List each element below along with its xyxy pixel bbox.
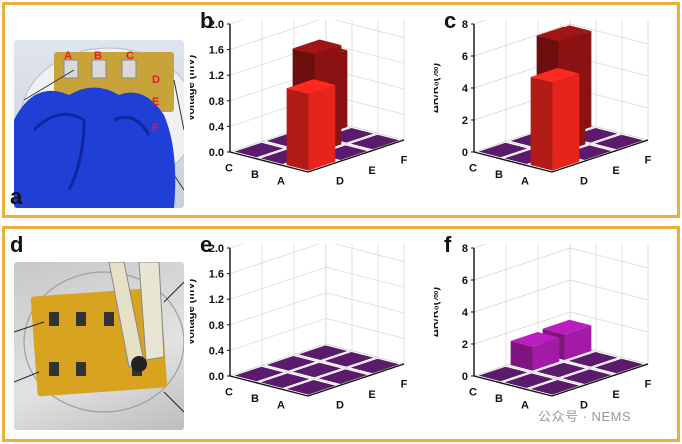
chart-f: 0 2 4 6 8 ΔR/R₀(‰) A B C D E F bbox=[434, 244, 652, 412]
chart-e-ztick-label-3: 1.2 bbox=[209, 294, 224, 306]
chart-e-bar-AD bbox=[286, 380, 336, 395]
chart-e-ztick-label-1: 0.4 bbox=[209, 345, 225, 357]
top-panel-frame bbox=[2, 2, 680, 218]
chart-e: 0.0 0.4 0.8 1.2 1.6 2.0 Voltage (mV) A B C D E F bbox=[190, 244, 408, 412]
photo-d bbox=[14, 262, 184, 430]
chart-c-ztick-label-2: 4 bbox=[462, 83, 469, 95]
chart-b-ztick-label-5: 2.0 bbox=[209, 20, 224, 31]
chart-c-ylabel: ΔR/R₀(‰) bbox=[434, 63, 441, 113]
chart-f-ztick-label-3: 6 bbox=[462, 275, 468, 287]
chart-e-ycat-D: D bbox=[336, 400, 344, 412]
chart-f-ztick-label-0: 0 bbox=[462, 371, 468, 383]
chart-e-ztick-label-4: 1.6 bbox=[209, 269, 224, 281]
chart-b-xcat-B: B bbox=[251, 169, 259, 181]
chart-e-ycat-E: E bbox=[368, 389, 375, 401]
chart-b-ztick-label-3: 1.2 bbox=[209, 70, 224, 82]
chart-f-xcat-A: A bbox=[521, 400, 529, 412]
chart-f-ycat-F: F bbox=[645, 378, 652, 390]
pad-label-f: F bbox=[152, 122, 159, 134]
chart-e-ztick-label-5: 2.0 bbox=[209, 244, 224, 255]
chart-b-bar-AD bbox=[286, 79, 336, 171]
chart-c-ztick-label-4: 8 bbox=[462, 20, 468, 31]
chart-c-ycat-F: F bbox=[645, 154, 652, 166]
chart-b-ztick-label-2: 0.8 bbox=[209, 96, 224, 108]
chart-f-ylabel: ΔR/R₀(‰) bbox=[434, 287, 441, 337]
chart-e-bar-CF bbox=[298, 345, 348, 360]
chart-e-xcat-B: B bbox=[251, 393, 259, 405]
chart-e-ztick-label-2: 0.8 bbox=[209, 320, 224, 332]
chart-e-bar-BD bbox=[260, 373, 310, 388]
bottom-panel-frame bbox=[2, 226, 680, 442]
chart-b: 0.0 0.4 0.8 1.2 1.6 2.0 Voltage (mV) A B C D E F bbox=[190, 20, 408, 188]
chart-b-bar-CD bbox=[234, 142, 284, 158]
chart-f-xcat-C: C bbox=[469, 386, 477, 398]
chart-b-ztick-label-0: 0.0 bbox=[209, 147, 224, 159]
chart-f-ycat-E: E bbox=[612, 389, 619, 401]
chart-f-bar-BE bbox=[536, 362, 586, 378]
pad-label-a: A bbox=[64, 50, 72, 62]
chart-c-ycat-E: E bbox=[612, 165, 619, 177]
chart-f-bar-BD bbox=[504, 373, 554, 388]
chart-e-xcat-C: C bbox=[225, 386, 233, 398]
chart-c-ztick-label-0: 0 bbox=[462, 147, 468, 159]
chart-f-bar-AF bbox=[594, 358, 644, 374]
chart-e-ycat-F: F bbox=[401, 378, 408, 390]
chart-b-xcat-A: A bbox=[277, 176, 285, 188]
chart-f-bar-AD bbox=[530, 380, 580, 395]
chart-c-xcat-C: C bbox=[469, 162, 477, 174]
pad-label-d: D bbox=[152, 74, 160, 86]
chart-c-ztick-label-1: 2 bbox=[462, 115, 468, 127]
panel-label-e: e bbox=[200, 232, 213, 257]
chart-e-bar-CE bbox=[266, 356, 316, 371]
chart-b-ycat-F: F bbox=[401, 154, 408, 166]
pad-label-e: E bbox=[152, 96, 160, 108]
chart-b-ztick-label-1: 0.4 bbox=[209, 121, 225, 133]
panel-label-d: d bbox=[10, 232, 24, 257]
chart-b-bar-AF bbox=[350, 134, 400, 150]
chart-f-bar-BF bbox=[568, 352, 618, 367]
chart-b-xcat-C: C bbox=[225, 162, 233, 174]
chart-b-ylabel: Voltage (mV) bbox=[190, 54, 197, 121]
chart-e-axes: 0.0 0.4 0.8 1.2 1.6 2.0 Voltage (mV) A B C D E F bbox=[190, 244, 408, 412]
chart-f-ztick-label-1: 2 bbox=[462, 339, 468, 351]
chart-e-ylabel: Voltage (mV) bbox=[190, 278, 197, 345]
pad-label-b: B bbox=[94, 50, 102, 62]
pad-label-c: C bbox=[126, 50, 134, 62]
panel-label-c: c bbox=[444, 8, 457, 33]
chart-e-bar-CD bbox=[234, 366, 284, 382]
chart-e-bar-AE bbox=[318, 369, 368, 384]
panel-label-a: a bbox=[10, 184, 23, 209]
chart-f-bar-AE bbox=[562, 369, 612, 384]
chart-e-bar-BF bbox=[324, 352, 374, 367]
chart-c-xcat-B: B bbox=[495, 169, 503, 181]
chart-c-ztick-label-3: 6 bbox=[462, 51, 468, 63]
chart-b-ycat-E: E bbox=[368, 165, 375, 177]
chart-b-ycat-D: D bbox=[336, 176, 344, 188]
chart-e-ztick-label-0: 0.0 bbox=[209, 371, 224, 383]
chart-f-ycat-D: D bbox=[580, 400, 588, 412]
chart-e-xcat-A: A bbox=[277, 400, 285, 412]
panel-label-b: b bbox=[200, 8, 214, 33]
chart-c-xcat-A: A bbox=[521, 176, 529, 188]
chart-f-ztick-label-4: 8 bbox=[462, 244, 468, 255]
chart-e-bar-AF bbox=[350, 358, 400, 374]
chart-f-bar-CE bbox=[510, 332, 560, 371]
chart-f-bar-CD bbox=[478, 366, 528, 382]
chart-c: 0 2 4 6 8 ΔR/R₀(‰) A B C D E F bbox=[434, 20, 652, 188]
panel-label-f: f bbox=[444, 232, 452, 257]
photo-a: A B C D E F bbox=[14, 40, 184, 208]
chart-e-bar-BE bbox=[292, 362, 342, 378]
chart-f-ztick-label-2: 4 bbox=[462, 307, 469, 319]
chart-b-ztick-label-4: 1.6 bbox=[209, 45, 224, 57]
chart-c-ycat-D: D bbox=[580, 176, 588, 188]
chart-c-bar-AF bbox=[594, 134, 644, 150]
watermark: 公众号 · NEMS bbox=[538, 409, 632, 424]
chart-c-bar-AD bbox=[530, 68, 580, 171]
chart-f-xcat-B: B bbox=[495, 393, 503, 405]
chart-f-axes: 0 2 4 6 8 ΔR/R₀(‰) A B C D E F bbox=[434, 244, 652, 412]
chart-c-bar-CD bbox=[478, 142, 528, 158]
